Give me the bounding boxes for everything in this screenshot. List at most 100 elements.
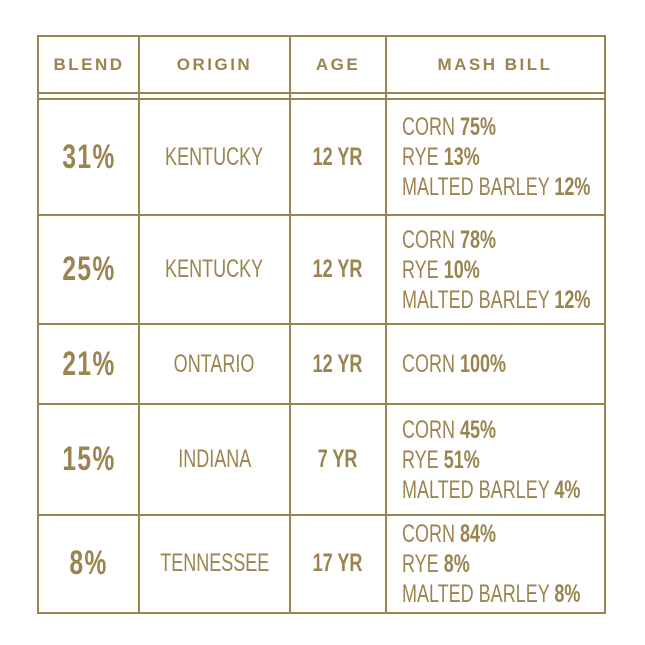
mash-bill-entry: RYE 10%: [402, 255, 480, 285]
mash-bill-list: CORN 100%: [402, 349, 547, 379]
age-cell: 12 YR: [290, 215, 386, 324]
mash-bill-line: CORN 84%: [402, 519, 645, 549]
origin-value: INDIANA: [177, 445, 252, 473]
grain-percent: 100%: [460, 350, 507, 378]
grain-name: CORN: [402, 113, 455, 141]
row-divider: [39, 323, 604, 325]
mash-bill-list: CORN 78% RYE 10% MALTED BARLEY 12%: [402, 225, 645, 315]
age-value: 17 YR: [313, 549, 363, 577]
blend-cell: 25%: [39, 215, 139, 324]
mash-bill-line: MALTED BARLEY 12%: [402, 172, 645, 202]
origin-value: KENTUCKY: [165, 255, 264, 283]
header-origin: ORIGIN: [176, 55, 253, 74]
mash-bill-entry: CORN 75%: [402, 112, 496, 142]
age-value: 12 YR: [313, 349, 363, 378]
grain-name: CORN: [402, 225, 455, 254]
blend-table: BLEND ORIGIN AGE MASH BILL 31% KENTUCKY 12 YR C…: [37, 35, 606, 614]
origin-cell: TENNESSEE: [139, 515, 290, 612]
mash-bill-list: CORN 45% RYE 51% MALTED BARLEY 4%: [402, 415, 645, 505]
age-value: 12 YR: [313, 142, 363, 171]
grain-percent: 84%: [460, 519, 497, 548]
row-divider: [39, 92, 604, 94]
grain-percent: 12%: [554, 173, 591, 201]
mash-bill-line: RYE 10%: [402, 255, 645, 285]
grain-percent: 75%: [460, 113, 497, 141]
blend-value: 31%: [62, 137, 116, 176]
grain-name: RYE: [402, 143, 439, 171]
grain-name: RYE: [402, 445, 439, 474]
mash-bill-line: RYE 8%: [402, 549, 645, 579]
grain-percent: 10%: [443, 255, 480, 284]
row-divider: [39, 98, 604, 100]
blend-value: 25%: [62, 250, 116, 288]
origin-cell: KENTUCKY: [139, 215, 290, 324]
blend-value: 15%: [62, 440, 116, 478]
mash-bill-line: MALTED BARLEY 8%: [402, 579, 645, 609]
grain-percent: 4%: [554, 475, 581, 504]
mash-bill-line: MALTED BARLEY 4%: [402, 475, 645, 505]
grain-percent: 13%: [443, 143, 480, 171]
age-cell: 7 YR: [290, 404, 386, 515]
grain-name: RYE: [402, 255, 439, 284]
mash-bill-line: CORN 100%: [402, 349, 547, 379]
origin-value: TENNESSEE: [159, 549, 270, 577]
mash-bill-list: CORN 84% RYE 8% MALTED BARLEY 8%: [402, 519, 645, 609]
mash-bill-cell: CORN 75% RYE 13% MALTED BARLEY 12%: [386, 99, 604, 215]
origin-cell: ONTARIO: [139, 324, 290, 404]
grain-name: MALTED BARLEY: [402, 579, 550, 608]
row-divider: [39, 403, 604, 405]
origin-cell: INDIANA: [139, 404, 290, 515]
mash-bill-entry: MALTED BARLEY 12%: [402, 172, 590, 202]
mash-bill-entry: MALTED BARLEY 12%: [402, 285, 590, 315]
mash-bill-entry: CORN 78%: [402, 225, 496, 255]
age-cell: 12 YR: [290, 99, 386, 215]
age-value: 12 YR: [313, 255, 363, 283]
mash-bill-entry: RYE 8%: [402, 549, 470, 579]
origin-value: KENTUCKY: [165, 142, 264, 171]
grain-name: CORN: [402, 350, 455, 378]
origin-value: ONTARIO: [174, 349, 255, 378]
grain-name: MALTED BARLEY: [402, 475, 550, 504]
blend-cell: 8%: [39, 515, 139, 612]
grain-percent: 8%: [443, 549, 470, 578]
blend-cell: 15%: [39, 404, 139, 515]
header-age: AGE: [315, 55, 361, 74]
mash-bill-line: CORN 45%: [402, 415, 645, 445]
age-value: 7 YR: [318, 445, 358, 473]
blend-value: 8%: [69, 544, 109, 582]
row-divider: [39, 214, 604, 216]
grain-name: RYE: [402, 549, 439, 578]
mash-bill-line: RYE 51%: [402, 445, 645, 475]
grain-name: MALTED BARLEY: [402, 173, 550, 201]
mash-bill-entry: CORN 100%: [402, 349, 506, 379]
mash-bill-cell: CORN 78% RYE 10% MALTED BARLEY 12%: [386, 215, 604, 324]
mash-bill-line: CORN 75%: [402, 112, 645, 142]
mash-bill-line: CORN 78%: [402, 225, 645, 255]
mash-bill-cell: CORN 100%: [386, 324, 604, 404]
mash-bill-entry: MALTED BARLEY 4%: [402, 475, 580, 505]
mash-bill-entry: MALTED BARLEY 8%: [402, 579, 580, 609]
blend-value: 21%: [62, 344, 116, 383]
mash-bill-line: MALTED BARLEY 12%: [402, 285, 645, 315]
row-divider: [39, 514, 604, 516]
age-cell: 17 YR: [290, 515, 386, 612]
header-blend: BLEND: [53, 55, 125, 74]
mash-bill-entry: CORN 84%: [402, 519, 496, 549]
mash-bill-entry: RYE 51%: [402, 445, 480, 475]
grain-percent: 78%: [460, 225, 497, 254]
blend-cell: 31%: [39, 99, 139, 215]
blend-cell: 21%: [39, 324, 139, 404]
grain-name: CORN: [402, 519, 455, 548]
grain-name: CORN: [402, 415, 455, 444]
grain-percent: 8%: [554, 579, 581, 608]
grain-percent: 12%: [554, 285, 591, 314]
mash-bill-list: CORN 75% RYE 13% MALTED BARLEY 12%: [402, 112, 645, 202]
mash-bill-cell: CORN 45% RYE 51% MALTED BARLEY 4%: [386, 404, 604, 515]
mash-bill-cell: CORN 84% RYE 8% MALTED BARLEY 8%: [386, 515, 604, 612]
mash-bill-entry: CORN 45%: [402, 415, 496, 445]
mash-bill-line: RYE 13%: [402, 142, 645, 172]
mash-bill-entry: RYE 13%: [402, 142, 480, 172]
grain-percent: 45%: [460, 415, 497, 444]
grain-percent: 51%: [443, 445, 480, 474]
header-mash-bill: MASH BILL: [437, 55, 553, 74]
